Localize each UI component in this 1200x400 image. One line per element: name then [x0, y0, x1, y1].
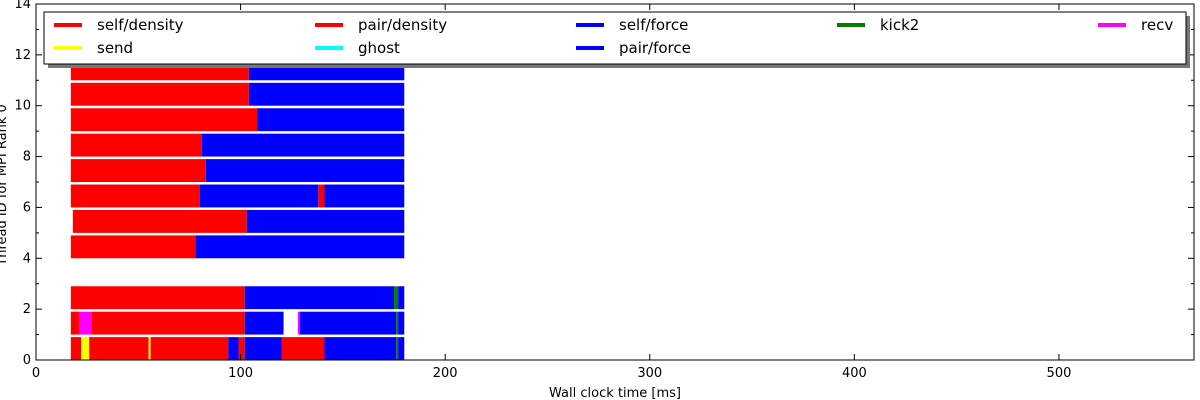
- legend: self/density pair/density self/force kick2 r…: [43, 11, 1190, 68]
- x-tick-label: 100: [228, 366, 253, 381]
- bar-segment-pair-density: [70, 311, 79, 335]
- legend-label: kick2: [880, 16, 919, 34]
- legend-label: recv: [1141, 16, 1173, 34]
- y-tick-label: 10: [14, 99, 31, 114]
- x-axis-ticks: 0 100 200 300 400 500: [32, 4, 1072, 381]
- bar-segment-pair-force: [228, 337, 239, 360]
- bar-segment-pair-density: [70, 82, 249, 106]
- bar-segment-recv: [297, 311, 300, 335]
- bar-segment-pair-density: [70, 337, 82, 360]
- bar-segment-pair-force: [244, 286, 395, 310]
- x-tick-label: 400: [842, 366, 867, 381]
- y-tick-label: 8: [23, 150, 31, 165]
- legend-label: self/force: [619, 16, 688, 34]
- bar-segment-pair-density: [318, 184, 325, 208]
- y-tick-label: 4: [23, 251, 31, 266]
- bar-segment-pair-force: [205, 159, 405, 182]
- bar-segment-pair-force: [398, 337, 405, 360]
- bar-segment-pair-force: [195, 235, 405, 259]
- y-axis-label: Thread ID for MPI Rank 0: [0, 104, 10, 266]
- bar-segment-pair-density: [70, 133, 202, 157]
- legend-label: pair/force: [619, 39, 691, 57]
- bar-segment-pair-force: [248, 82, 405, 106]
- x-tick-label: 500: [1047, 366, 1072, 381]
- bar-segment-pair-force: [324, 337, 397, 360]
- bar-segment-pair-force: [299, 311, 397, 335]
- x-tick-label: 0: [32, 366, 40, 381]
- bar-segment-pair-force: [324, 184, 405, 208]
- bar-segment-pair-force: [398, 311, 405, 335]
- bar-segment-pair-density: [91, 311, 245, 335]
- bar-segment-pair-density: [70, 159, 206, 182]
- y-tick-label: 2: [23, 302, 31, 317]
- bar-segment-pair-density: [72, 209, 247, 233]
- legend-label: send: [97, 39, 133, 57]
- legend-box: [43, 11, 1187, 65]
- bar-segment-kick2: [396, 337, 399, 360]
- bar-segment-pair-force: [244, 311, 284, 335]
- bar-segment-pair-density: [70, 184, 200, 208]
- bar-segment-pair-density: [70, 235, 196, 259]
- bar-segment-recv: [78, 311, 92, 335]
- bar-segment-pair-force: [246, 209, 405, 233]
- x-tick-label: 300: [637, 366, 662, 381]
- y-tick-label: 0: [23, 353, 31, 368]
- bar-segment-pair-density: [70, 108, 257, 132]
- bar-segment-send: [81, 337, 90, 360]
- y-tick-label: 6: [23, 200, 31, 215]
- legend-label: pair/density: [358, 16, 447, 34]
- y-axis-ticks: 0 2 4 6 8 10 12 14: [14, 0, 1194, 368]
- bar-segment-pair-density: [150, 337, 229, 360]
- x-axis-label: Wall clock time [ms]: [549, 386, 681, 400]
- y-tick-label: 14: [14, 0, 31, 12]
- bar-segment-pair-force: [256, 108, 405, 132]
- bar-segment-pair-density: [238, 337, 245, 360]
- bar-segment-pair-force: [199, 184, 319, 208]
- bar-segment-pair-density: [70, 286, 245, 310]
- bars-group: [70, 31, 405, 360]
- y-tick-label: 12: [14, 48, 31, 63]
- bar-segment-pair-force: [244, 337, 282, 360]
- bar-segment-pair-force: [201, 133, 405, 157]
- bar-segment-kick2: [396, 311, 399, 335]
- bar-segment-pair-density: [89, 337, 149, 360]
- bar-segment-pair-density: [281, 337, 325, 360]
- legend-label: self/density: [97, 16, 184, 34]
- bar-segment-kick2: [394, 286, 399, 310]
- x-tick-label: 200: [433, 366, 458, 381]
- bar-segment-pair-force: [398, 286, 405, 310]
- legend-label: ghost: [358, 39, 400, 57]
- bar-segment-send: [148, 337, 151, 360]
